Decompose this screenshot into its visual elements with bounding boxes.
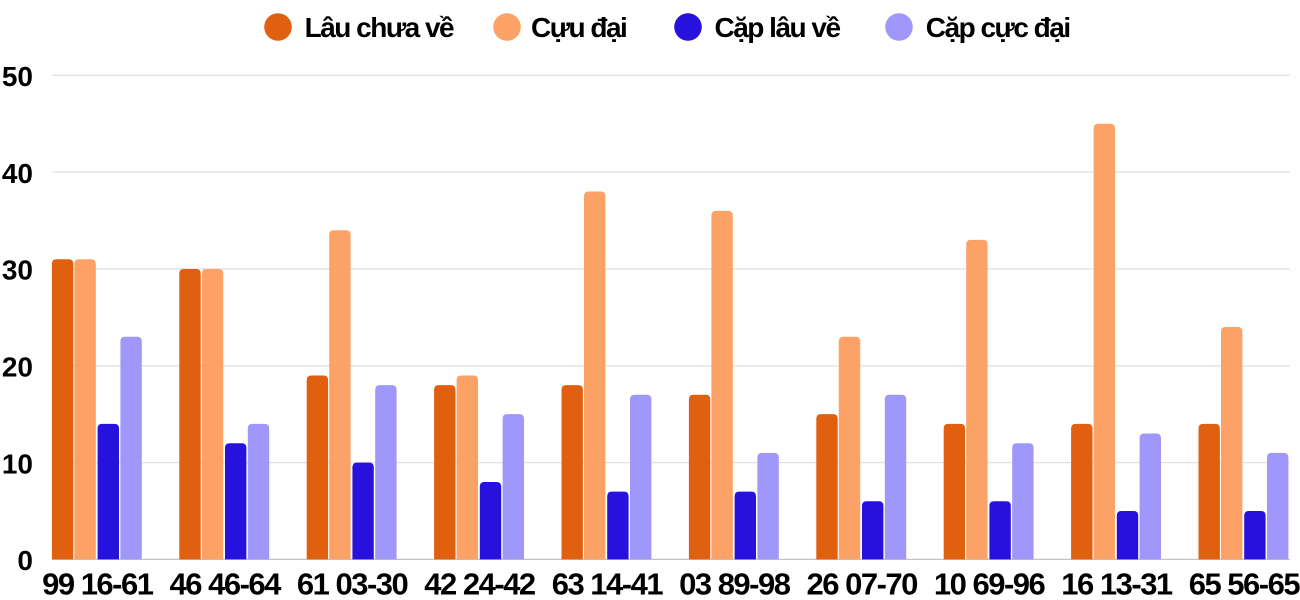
svg-text:61 03-30: 61 03-30: [297, 567, 408, 600]
svg-text:50: 50: [2, 61, 33, 92]
svg-text:20: 20: [2, 352, 33, 383]
svg-text:10 69-96: 10 69-96: [934, 567, 1046, 600]
svg-text:Cựu đại: Cựu đại: [531, 12, 626, 43]
svg-text:46 46-64: 46 46-64: [170, 567, 283, 600]
svg-text:Lâu chưa về: Lâu chưa về: [305, 12, 454, 43]
svg-text:10: 10: [2, 448, 33, 479]
svg-text:63 14-41: 63 14-41: [552, 567, 664, 600]
svg-text:0: 0: [17, 545, 33, 576]
svg-text:26 07-70: 26 07-70: [807, 567, 918, 600]
svg-text:Cặp lâu về: Cặp lâu về: [715, 12, 841, 43]
svg-text:03 89-98: 03 89-98: [679, 567, 791, 600]
svg-text:65 56-65: 65 56-65: [1189, 567, 1300, 600]
svg-text:40: 40: [2, 158, 33, 189]
svg-text:42 24-42: 42 24-42: [424, 567, 535, 600]
svg-text:Cặp cực đại: Cặp cực đại: [926, 12, 1070, 43]
svg-text:99 16-61: 99 16-61: [42, 567, 154, 600]
svg-text:30: 30: [2, 255, 33, 286]
svg-text:16 13-31: 16 13-31: [1061, 567, 1173, 600]
